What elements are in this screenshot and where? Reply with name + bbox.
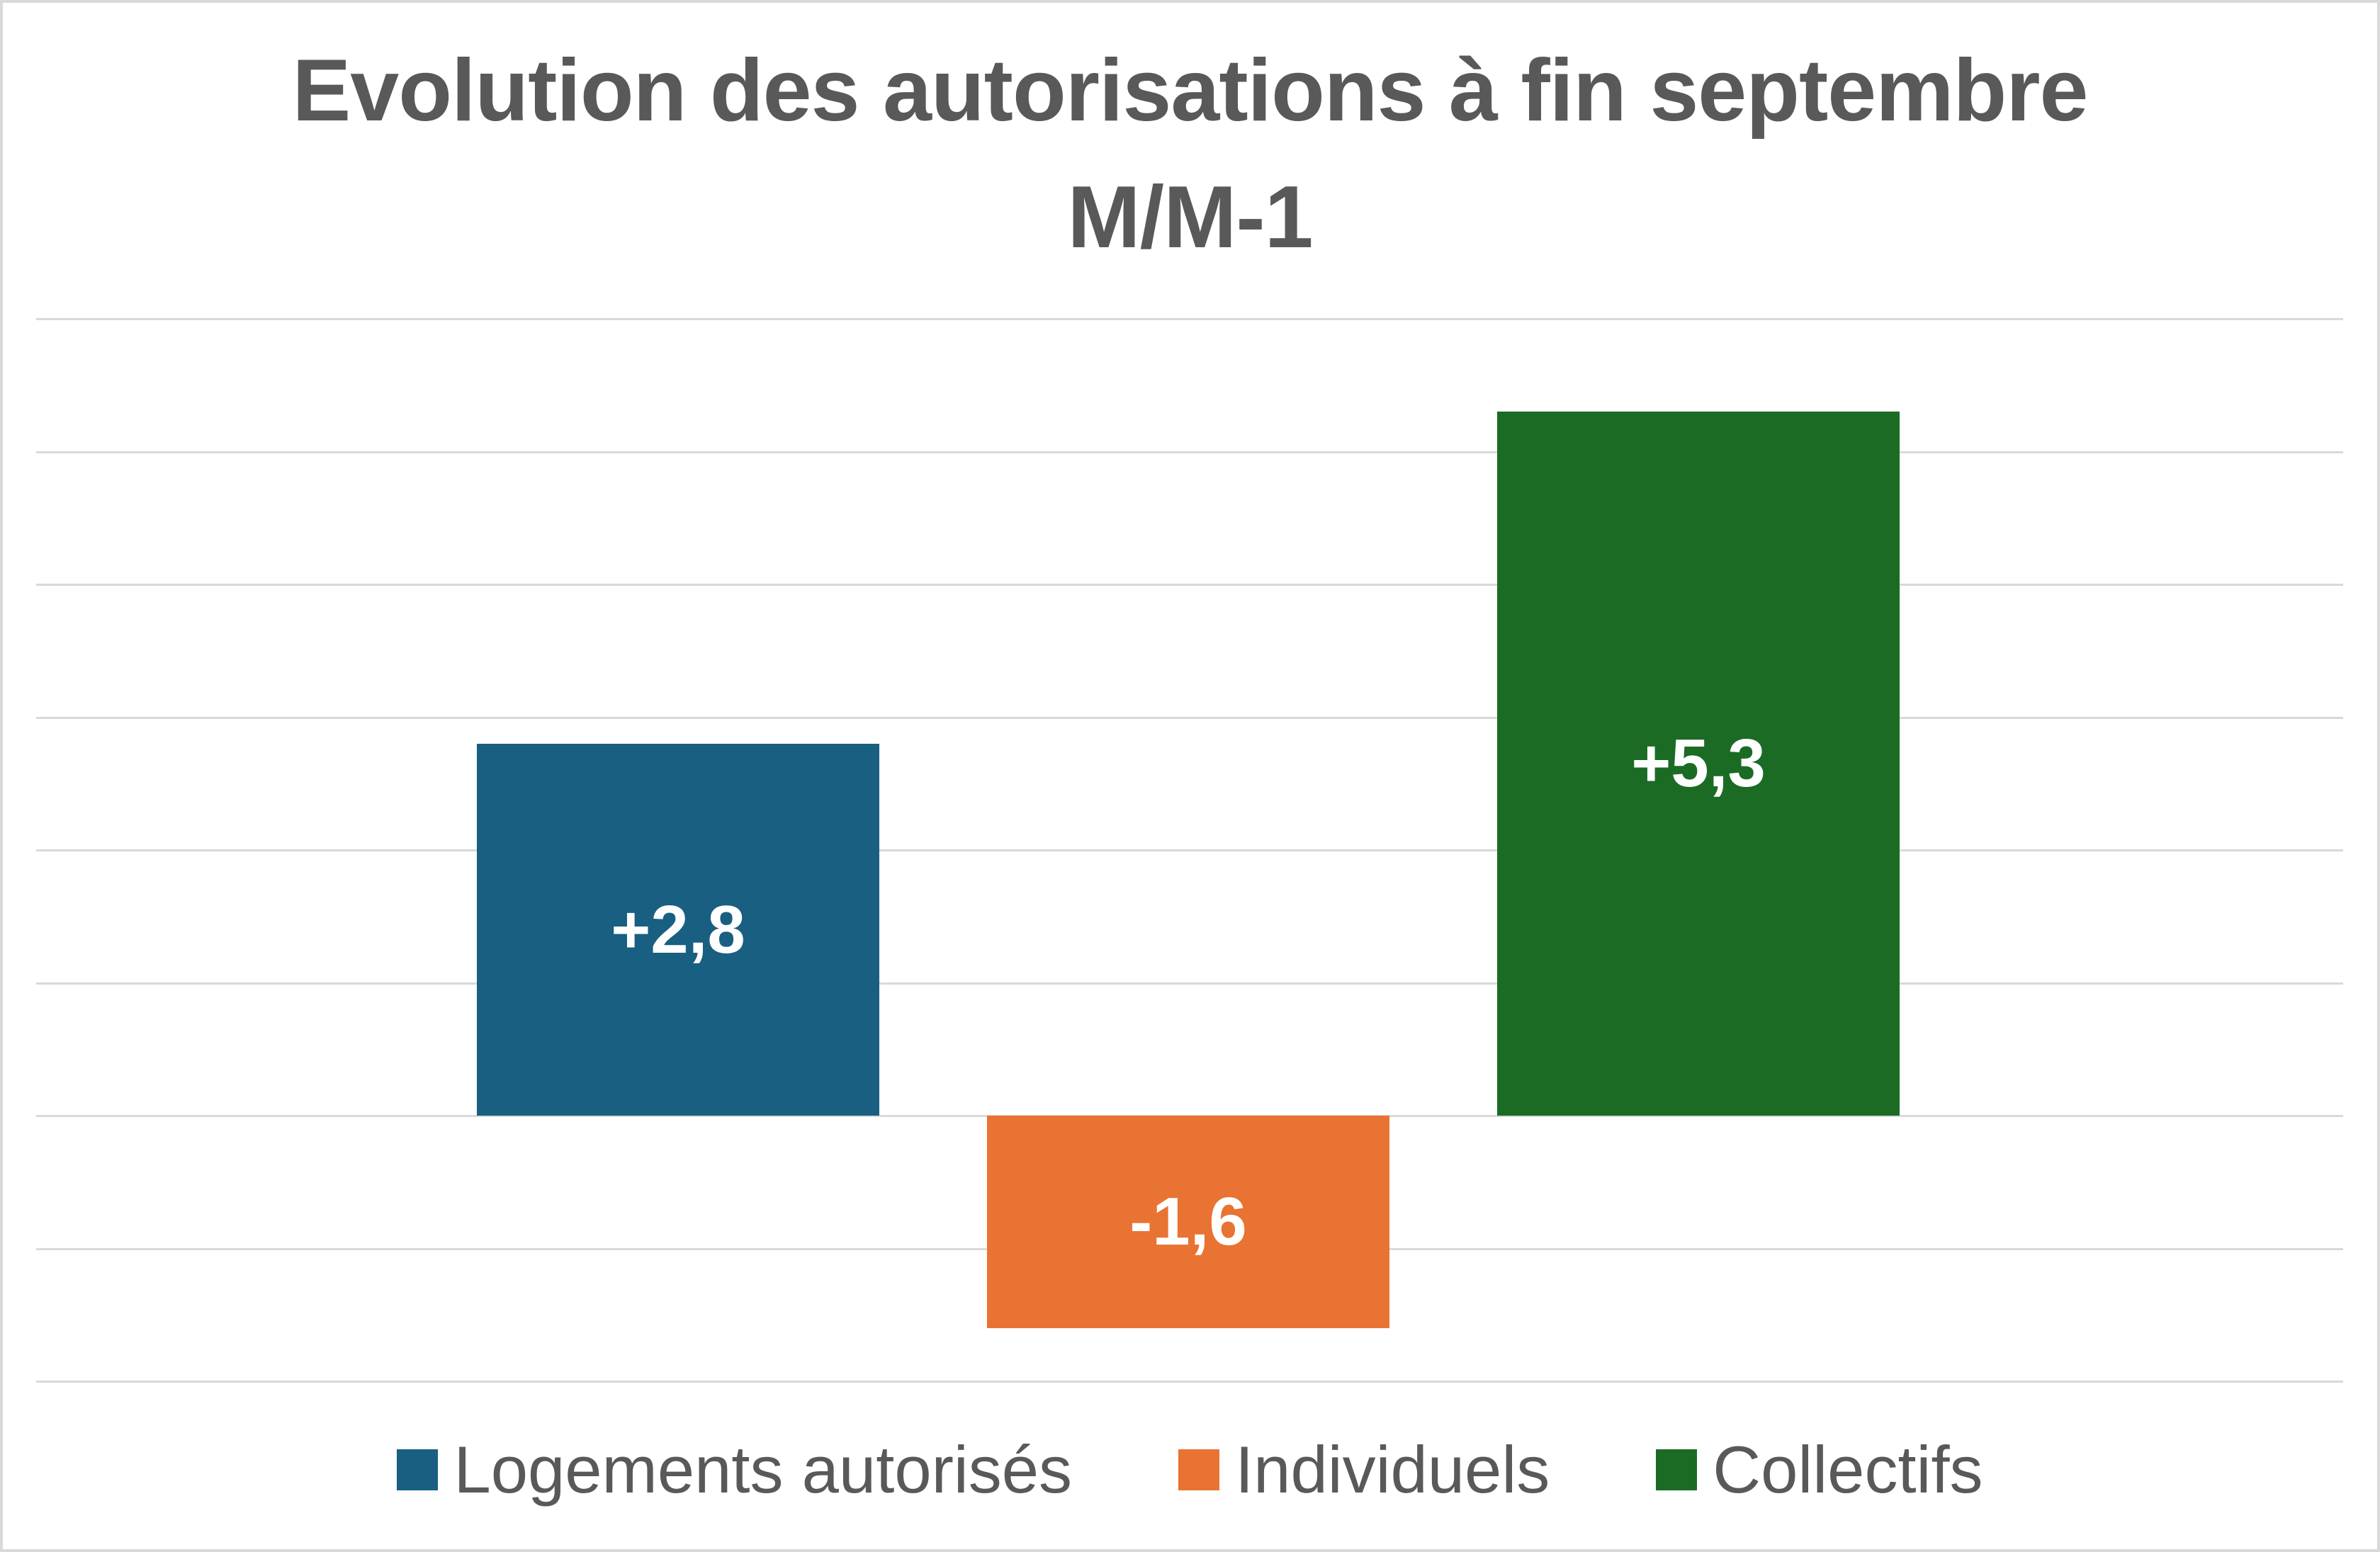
gridline: [36, 849, 2343, 851]
legend-label-collectifs: Collectifs: [1713, 1432, 1983, 1507]
legend-swatch-collectifs: [1656, 1449, 1698, 1490]
chart-title-line-1: Evolution des autorisations à fin septem…: [292, 42, 2089, 140]
legend-item-logements: Logements autorisés: [397, 1437, 1072, 1503]
legend-swatch-logements: [397, 1449, 439, 1490]
legend: Logements autorisés Individuels Collecti…: [0, 1431, 2380, 1509]
gridline: [36, 584, 2343, 586]
gridline: [36, 982, 2343, 985]
bar-logements-autoris-s: +2,8: [477, 744, 879, 1116]
bar-data-label: +5,3: [1631, 725, 1766, 802]
bar-data-label: -1,6: [1129, 1184, 1247, 1259]
legend-item-collectifs: Collectifs: [1656, 1437, 1983, 1503]
bar-data-label: +2,8: [611, 891, 745, 968]
gridline: [36, 451, 2343, 453]
legend-swatch-individuels: [1178, 1449, 1220, 1490]
gridline: [36, 1381, 2343, 1383]
gridline: [36, 318, 2343, 320]
legend-label-logements: Logements autorisés: [453, 1432, 1073, 1507]
chart-title-line-2: M/M-1: [1067, 169, 1313, 266]
bar-collectifs: +5,3: [1497, 412, 1900, 1116]
legend-item-individuels: Individuels: [1178, 1437, 1550, 1503]
gridline: [36, 716, 2343, 719]
legend-label-individuels: Individuels: [1235, 1432, 1550, 1507]
bar-individuels: -1,6: [987, 1116, 1389, 1328]
plot-area: +2,8 -1,6 +5,3: [36, 318, 2343, 1383]
